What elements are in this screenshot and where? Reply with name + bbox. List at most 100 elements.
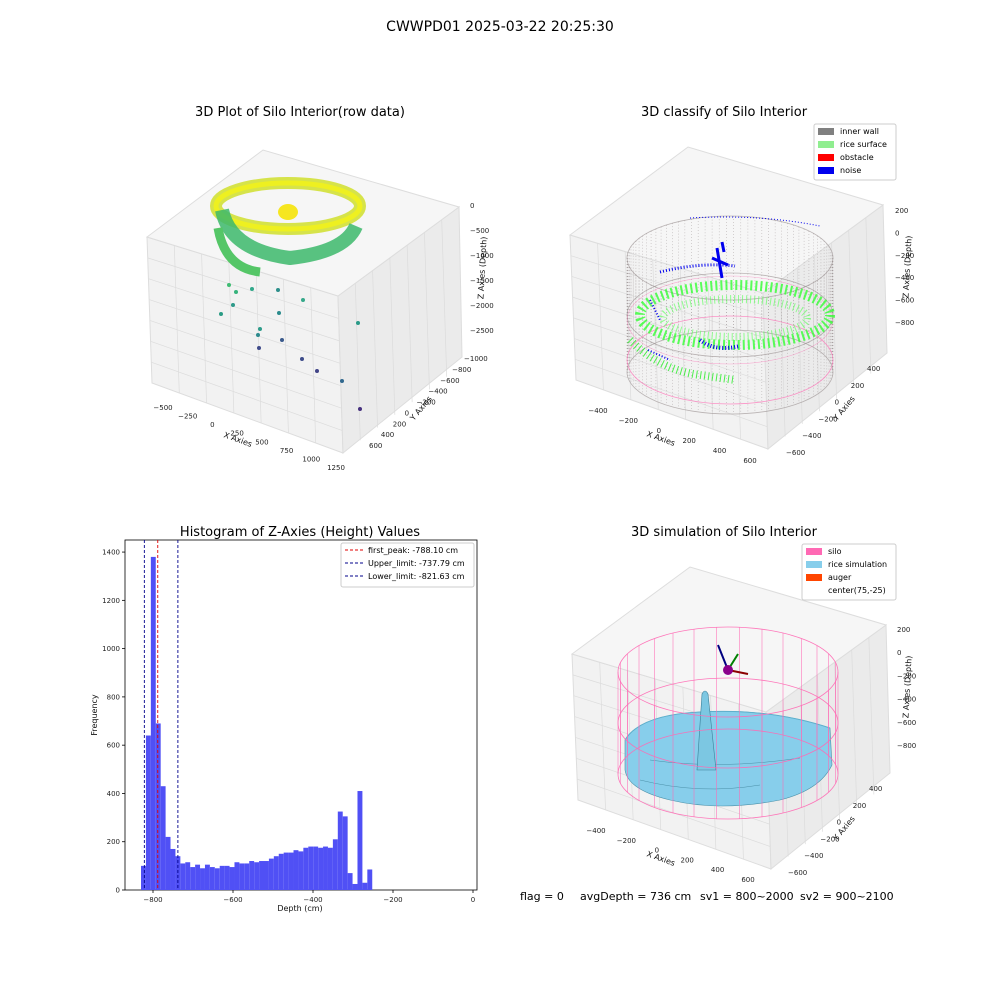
histogram-yticks: 0 200 400 600 800 1000 1200 1400 [102, 549, 125, 895]
histogram-bar [298, 851, 304, 890]
classify-xtick-label: 200 [683, 437, 696, 445]
histogram-bar [160, 786, 166, 890]
classify-xtick-label: −400 [588, 407, 607, 415]
raw-ztick-label: −2500 [470, 327, 494, 335]
histogram-xtick-label: −800 [143, 896, 162, 904]
histogram-bar [141, 865, 146, 890]
raw-xtick-label: 1000 [302, 455, 320, 463]
panel-histogram: Histogram of Z-Axies (Height) Values −80… [90, 525, 478, 913]
simulation-center-marker [717, 644, 749, 675]
classify-ytick-label: 200 [851, 382, 864, 390]
raw-yticks: 600 400 200 0 −200 −400 −600 −800 −1000 [369, 355, 488, 450]
classify-ztick-label: −400 [895, 274, 914, 282]
classify-ztick-label: −200 [895, 252, 914, 260]
histogram-legend-label: first_peak: -788.10 cm [368, 546, 458, 555]
simulation-ytick-label: 400 [869, 785, 882, 793]
histogram-ytick-label: 0 [116, 887, 120, 895]
simulation-ztick-label: −400 [897, 696, 916, 704]
histogram-ytick-label: 200 [107, 838, 120, 846]
raw-xtick-label: 750 [280, 447, 293, 455]
classify-legend: inner wall rice surface obstacle noise [813, 123, 897, 181]
histogram-xtick-label: −600 [223, 896, 242, 904]
panel-classify-3d: 3D classify of Silo Interior −400−200020… [568, 105, 914, 465]
classify-ytick-label: −400 [802, 432, 821, 440]
classify-xticks: −400 −200 0 200 400 600 [588, 407, 756, 465]
raw-ztick-label: −1000 [470, 252, 494, 260]
raw-xtick-label: 250 [230, 430, 243, 438]
simulation-xticks: −400 −200 0 200 400 600 [586, 827, 754, 884]
histogram-ytick-label: 400 [107, 790, 120, 798]
classify-ytick-label: 0 [835, 399, 839, 407]
histogram-bar [150, 556, 156, 890]
classify-ztick-label: −800 [895, 319, 914, 327]
histogram-bar [342, 816, 348, 890]
simulation-ztick-label: 0 [897, 649, 901, 657]
histogram-bar [190, 867, 196, 890]
simulation-rice-surface [624, 690, 833, 807]
figure-suptitle: CWWPD01 2025-03-22 20:25:30 [386, 19, 614, 35]
histogram-bar [367, 869, 373, 890]
simulation-yticks: 400 200 0 −200 −400 −600 [788, 785, 882, 877]
classify-zticks: 200 0 −200 −400 −600 −800 [895, 207, 914, 327]
simulation-legend-swatch [806, 548, 822, 555]
histogram-bar [200, 868, 205, 890]
histogram-bar [180, 863, 186, 890]
footer-sv2: sv2 = 900~2100 [800, 890, 894, 903]
histogram-bar [254, 862, 260, 890]
simulation-ztick-label: −200 [897, 672, 916, 680]
histogram-bar [219, 865, 225, 890]
histogram-bar [195, 864, 201, 890]
histogram-bar [259, 861, 264, 890]
histogram-bar [185, 862, 191, 890]
histogram-xtick-label: −200 [383, 896, 402, 904]
simulation-ytick-label: 200 [853, 802, 866, 810]
histogram-bar [323, 846, 328, 890]
simulation-ztick-label: −800 [897, 742, 916, 750]
classify-xtick-label: 0 [657, 427, 661, 435]
footer-flag: flag = 0 [520, 890, 564, 903]
histogram-ytick-label: 1400 [102, 549, 120, 557]
classify-legend-swatch [818, 141, 834, 148]
classify-ztick-label: 200 [895, 207, 908, 215]
raw-xtick-label: 1250 [327, 464, 345, 472]
histogram-bar [303, 847, 309, 890]
raw-ytick-label: 200 [393, 420, 406, 428]
simulation-silo-wireframe [617, 626, 839, 820]
histogram-bar [288, 852, 294, 890]
simulation-xtick-label: 0 [655, 847, 659, 855]
simulation-legend-label: center(75,-25) [828, 586, 886, 595]
histogram-reference-lines [143, 540, 179, 890]
histogram-bar [239, 863, 245, 890]
histogram-bar [283, 852, 289, 890]
histogram-legend: first_peak: -788.10 cm Upper_limit: -737.… [340, 542, 475, 588]
panel-simulation-3d: 3D simulation of Silo Interior −400 −200 0… [570, 525, 916, 884]
histogram-bar [313, 846, 319, 890]
simulation-zlabel: Z Axies (Depth) [901, 655, 913, 718]
classify-legend-swatch [818, 167, 834, 174]
histogram-title: Histogram of Z-Axies (Height) Values [180, 525, 420, 540]
footer-avg-depth: avgDepth = 736 cm [580, 890, 691, 903]
raw-ytick-label: −600 [440, 377, 459, 385]
simulation-ylabel: Y Axies [831, 814, 857, 843]
simulation-ztick-label: 200 [897, 626, 910, 634]
raw-xtick-label: −250 [178, 413, 197, 421]
simulation-title: 3D simulation of Silo Interior [631, 525, 818, 540]
simulation-legend-label: silo [828, 547, 842, 556]
raw-xtick-label: −500 [153, 404, 172, 412]
histogram-plot-area [124, 539, 478, 891]
classify-ztick-label: 0 [895, 229, 899, 237]
histogram-bar [264, 861, 269, 890]
histogram-bar [244, 863, 250, 890]
histogram-bar [362, 882, 368, 890]
histogram-bar [170, 848, 176, 890]
simulation-ytick-label: −600 [788, 869, 807, 877]
classify-xtick-label: 600 [743, 457, 756, 465]
histogram-bar [347, 873, 353, 890]
histogram-bar [234, 862, 240, 890]
simulation-xtick-label: −400 [586, 827, 605, 835]
raw-xticks: −500 −250 0 250 500 750 1000 1250 [153, 404, 345, 472]
histogram-ytick-label: 1200 [102, 597, 120, 605]
classify-rice-surface [627, 280, 835, 384]
simulation-ytick-label: −400 [804, 852, 823, 860]
